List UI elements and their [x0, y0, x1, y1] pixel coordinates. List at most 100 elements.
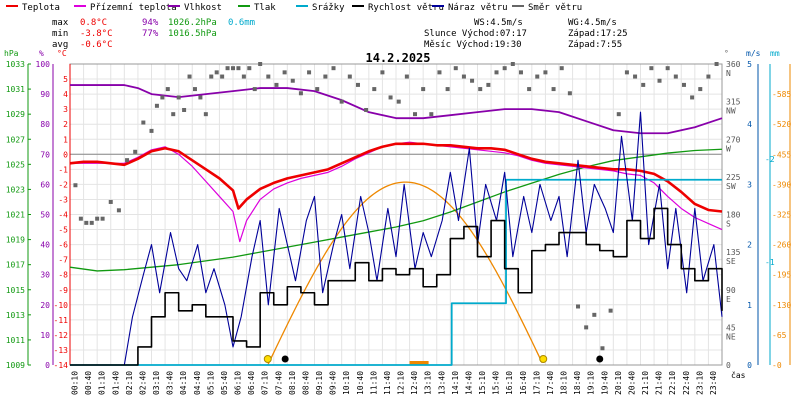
wind-dir-point [461, 74, 466, 79]
wind-dir-point [478, 87, 483, 92]
legend-label: Srážky [312, 3, 345, 13]
axis-tick-pressure: 1027 [6, 135, 25, 144]
legend-label: Rychlost větru [368, 3, 444, 13]
wind-dir-point [372, 87, 377, 92]
axis-label-cas: čas [731, 370, 746, 380]
series-line-Tlak [69, 148, 723, 272]
series-line-Vlhkost [70, 84, 723, 135]
wind-dir-point [298, 91, 303, 96]
wind-dir-point [165, 87, 170, 92]
axis-tick-wind: 4 [747, 120, 752, 129]
wind-dir-point [445, 87, 450, 92]
axis-tick-temperature: 2 [63, 120, 68, 129]
series-line-Rychlost větru [70, 207, 723, 366]
axis-tick-wind: 3 [747, 180, 752, 189]
axis-tick-temperature: -4 [58, 211, 68, 220]
wind-dir-point [315, 87, 320, 92]
axis-unit-hpa: hPa [4, 49, 19, 58]
axis-tick-wind-dir: 45 [726, 323, 736, 332]
stats-block: max 0.8°C 94% 1026.2hPa 0.6mm min -3.8°C… [52, 18, 255, 50]
legend-label: Směr větru [528, 3, 582, 13]
series-line-Srážky [70, 178, 722, 366]
wind-dir-point [141, 120, 146, 125]
axis-tick-humidity: 100 [36, 60, 51, 69]
axis-tick-time: 15:10 [478, 371, 487, 395]
wind-dir-point [624, 70, 629, 75]
wind-dir-point [171, 112, 176, 117]
axis-unit-deg: ° [724, 49, 729, 58]
axis-tick-time: 02:40 [138, 371, 147, 395]
axis-tick-time: 16:10 [505, 371, 514, 395]
axis-tick-sun: -65 [772, 331, 787, 340]
wind-dir-point [673, 74, 678, 79]
axis-tick-sun: -0 [772, 361, 782, 370]
axis-tick-humidity: 70 [40, 150, 50, 159]
axis-tick-time: 02:10 [125, 371, 134, 395]
sunrise-icon [263, 355, 272, 363]
axis-tick-sun: -520 [772, 120, 791, 129]
wind-dir-point [95, 216, 100, 221]
axis-tick-time: 05:10 [206, 371, 215, 395]
wind-dir-point [149, 128, 154, 133]
stats-min-temp: -3.8°C [80, 29, 113, 39]
plot-series [69, 62, 723, 366]
wind-dir-point [73, 183, 78, 188]
stats-max-hum: 94% [142, 18, 159, 28]
wind-dir-point [576, 304, 581, 309]
sun-elevation-curve [267, 181, 543, 366]
info-moon-set: Západ:7:55 [568, 40, 622, 50]
axis-tick-wind-dir: 225 [726, 173, 741, 182]
wind-dir-point [404, 74, 409, 79]
axis-tick-wind: 1 [747, 301, 752, 310]
axis-tick-wind-dir-name: S [726, 220, 731, 229]
wind-dir-point [714, 62, 719, 66]
axis-tick-time: 00:10 [71, 371, 80, 395]
wind-dir-point [527, 87, 532, 92]
wind-dir-point [616, 112, 621, 117]
axis-tick-wind-dir: 90 [726, 286, 736, 295]
axis-tick-pressure: 1017 [6, 261, 25, 270]
stats-min-label: min [52, 29, 68, 39]
wind-dir-point [559, 66, 564, 71]
stats-max-rain: 0.6mm [228, 18, 255, 28]
wind-dir-point [388, 95, 393, 100]
axis-tick-pressure: 1025 [6, 160, 25, 169]
stats-avg-temp: -0.6°C [80, 40, 113, 50]
axis-tick-humidity: 80 [40, 120, 50, 129]
axis-tick-time: 04:10 [179, 371, 188, 395]
wind-dir-point [657, 78, 662, 83]
axis-tick-humidity: 20 [40, 301, 50, 310]
axis-tick-time: 20:40 [627, 371, 636, 395]
axis-tick-time: 21:10 [641, 371, 650, 395]
axis-tick-time: 09:10 [315, 371, 324, 395]
astro-info: WS:4.5m/s WG:4.5m/s Slunce Východ:07:17 … [424, 18, 628, 50]
wind-dir-point [231, 66, 235, 71]
wind-dir-point [690, 95, 695, 100]
wind-dir-point [429, 112, 434, 117]
wind-dir-point [307, 70, 312, 75]
wind-dir-point [510, 62, 515, 66]
legend-label: Vlhkost [184, 3, 222, 13]
axis-tick-temperature: -9 [58, 286, 68, 295]
axis-tick-temperature: -1 [58, 165, 68, 174]
axis-tick-wind-dir: 135 [726, 248, 741, 257]
axis-tick-time: 16:40 [519, 371, 528, 395]
axis-tick-temperature: -10 [54, 301, 69, 310]
axis-tick-time: 13:40 [437, 371, 446, 395]
info-wg: WG:4.5m/s [568, 18, 617, 28]
legend-label: Přízemní teplota [90, 3, 177, 13]
wind-dir-point [203, 112, 208, 117]
axis-tick-pressure: 1023 [6, 185, 25, 194]
wind-dir-point [258, 62, 263, 66]
wind-dir-point [413, 112, 418, 117]
axis-tick-time: 17:40 [546, 371, 555, 395]
wind-dir-point [331, 66, 336, 71]
wind-dir-point [518, 70, 523, 75]
wind-dir-point [78, 216, 83, 221]
wind-dir-point [681, 82, 686, 87]
axis-unit-mm: mm [770, 49, 780, 58]
axis-tick-time: 20:10 [614, 371, 623, 395]
axis-tick-time: 01:10 [98, 371, 107, 395]
info-sun: Slunce Východ:07:17 [424, 29, 527, 39]
axis-tick-wind-dir-name: N [726, 69, 731, 78]
